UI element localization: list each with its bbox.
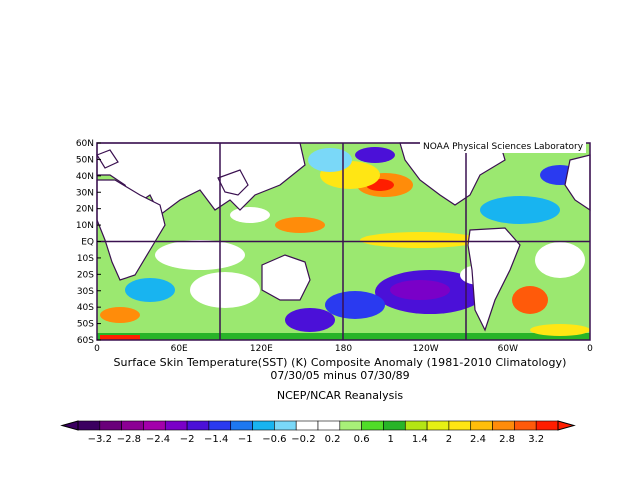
lon-label: 180 bbox=[335, 344, 352, 354]
colorbar-label: −2.8 bbox=[117, 434, 141, 445]
colorbar-swatch bbox=[535, 420, 559, 431]
colorbar-label: 2 bbox=[446, 434, 452, 445]
colorbar-swatch bbox=[121, 420, 144, 431]
lat-label: 50S bbox=[77, 320, 94, 330]
colorbar-swatch bbox=[230, 420, 253, 431]
colorbar-swatch bbox=[186, 420, 210, 431]
lon-label: 0 bbox=[587, 344, 593, 354]
colorbar-label: −0.2 bbox=[291, 434, 315, 445]
lat-label: 20S bbox=[77, 270, 94, 280]
colorbar-label: −2.4 bbox=[146, 434, 170, 445]
colorbar-label: 2.8 bbox=[499, 434, 515, 445]
credit-label: NOAA Physical Sciences Laboratory bbox=[420, 142, 587, 153]
lat-label: 30N bbox=[76, 188, 94, 198]
colorbar-label: 1 bbox=[388, 434, 394, 445]
lon-label: 0 bbox=[94, 344, 100, 354]
colorbar-swatch bbox=[514, 420, 537, 431]
colorbar-swatch bbox=[361, 420, 384, 431]
colorbar-min-arrow bbox=[60, 420, 79, 431]
caption-title: Surface Skin Temperature(SST) (K) Compos… bbox=[113, 356, 567, 369]
lat-label: 10S bbox=[77, 254, 94, 264]
lat-label: EQ bbox=[81, 238, 94, 248]
colorbar-swatch bbox=[383, 420, 406, 431]
colorbar-swatch bbox=[470, 420, 493, 431]
caption-source: NCEP/NCAR Reanalysis bbox=[276, 389, 404, 402]
colorbar-swatch bbox=[208, 420, 232, 431]
colorbar-max-arrow bbox=[557, 420, 576, 431]
colorbar-swatch bbox=[492, 420, 515, 431]
colorbar-label: 3.2 bbox=[528, 434, 544, 445]
colorbar-swatch bbox=[274, 420, 297, 431]
map-grid bbox=[96, 142, 591, 341]
colorbar-swatch bbox=[143, 420, 166, 431]
colorbar-swatch bbox=[317, 420, 341, 431]
lat-label: 40N bbox=[76, 172, 94, 182]
colorbar-swatch bbox=[404, 420, 428, 431]
colorbar-label: 0.6 bbox=[354, 434, 370, 445]
colorbar-label: −3.2 bbox=[88, 434, 112, 445]
colorbar-label: −1.4 bbox=[204, 434, 228, 445]
colorbar-swatch bbox=[164, 420, 188, 431]
colorbar-swatch bbox=[77, 420, 101, 431]
lon-label: 60E bbox=[171, 344, 188, 354]
colorbar-swatch bbox=[448, 420, 472, 431]
lat-label: 60N bbox=[76, 139, 94, 149]
lon-label: 120E bbox=[250, 344, 273, 354]
lat-label: 60S bbox=[77, 336, 94, 346]
colorbar-label: 0.2 bbox=[325, 434, 341, 445]
colorbar-swatch bbox=[295, 420, 319, 431]
caption-dates: 07/30/05 minus 07/30/89 bbox=[270, 369, 410, 382]
colorbar-label: −0.6 bbox=[262, 434, 286, 445]
colorbar-label: 1.4 bbox=[412, 434, 428, 445]
colorbar-swatch bbox=[426, 420, 450, 431]
lat-label: 10N bbox=[76, 221, 94, 231]
colorbar-label: 2.4 bbox=[470, 434, 486, 445]
colorbar-swatch bbox=[99, 420, 122, 431]
colorbar-swatch bbox=[252, 420, 275, 431]
lat-label: 20N bbox=[76, 205, 94, 215]
lon-label: 120W bbox=[413, 344, 439, 354]
land-masses bbox=[96, 142, 591, 332]
colorbar-swatch bbox=[339, 420, 362, 431]
lat-label: 50N bbox=[76, 155, 94, 165]
lon-label: 60W bbox=[498, 344, 518, 354]
colorbar-label: −1 bbox=[238, 434, 253, 445]
lat-label: 30S bbox=[77, 287, 94, 297]
lat-label: 40S bbox=[77, 303, 94, 313]
colorbar-label: −2 bbox=[180, 434, 195, 445]
